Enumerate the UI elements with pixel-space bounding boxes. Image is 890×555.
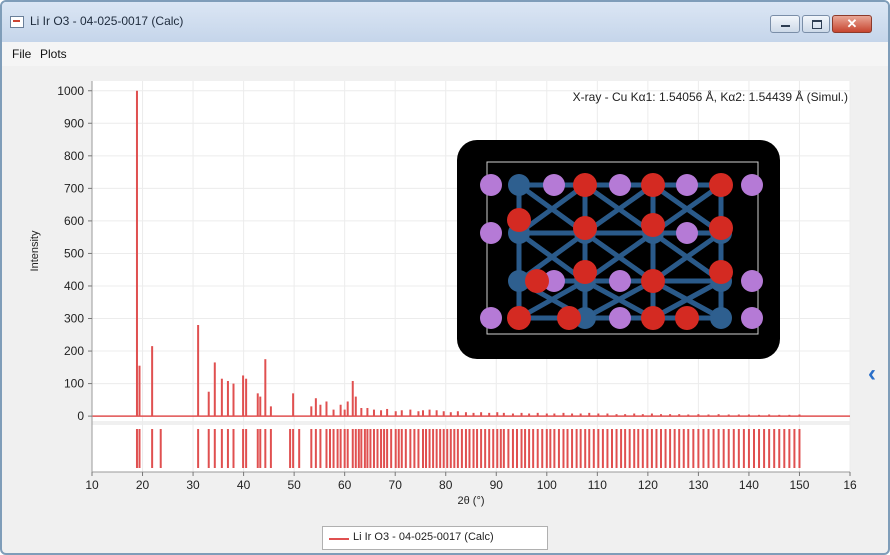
x-tick-label: 140 xyxy=(739,478,759,492)
chevron-left-icon[interactable]: ‹ xyxy=(868,360,876,387)
o-atom xyxy=(507,306,531,330)
li-atom xyxy=(741,270,763,292)
y-tick-label: 400 xyxy=(64,279,84,293)
li-atom xyxy=(609,307,631,329)
window-title: Li Ir O3 - 04-025-0017 (Calc) xyxy=(30,14,184,28)
y-tick-label: 600 xyxy=(64,214,84,228)
x-tick-label: 20 xyxy=(136,478,150,492)
y-axis-label: Intensity xyxy=(29,230,41,271)
ir-atom xyxy=(508,270,530,292)
radiation-annotation: X-ray - Cu Kα1: 1.54056 Å, Kα2: 1.54439 … xyxy=(573,89,848,104)
x-tick-label: 70 xyxy=(389,478,403,492)
maximize-button[interactable] xyxy=(802,15,830,33)
li-atom xyxy=(480,307,502,329)
o-atom xyxy=(709,260,733,284)
o-atom xyxy=(641,173,665,197)
y-tick-label: 200 xyxy=(64,344,84,358)
y-tick-label: 0 xyxy=(77,409,84,423)
o-atom xyxy=(641,306,665,330)
li-atom xyxy=(741,307,763,329)
x-tick-label: 60 xyxy=(338,478,352,492)
li-atom xyxy=(741,174,763,196)
o-atom xyxy=(557,306,581,330)
y-tick-label: 900 xyxy=(64,116,84,130)
y-tick-label: 100 xyxy=(64,377,84,391)
ir-atom xyxy=(710,307,732,329)
li-atom xyxy=(676,174,698,196)
o-atom xyxy=(525,269,549,293)
y-tick-label: 800 xyxy=(64,149,84,163)
x-tick-label: 16 xyxy=(843,478,857,492)
x-tick-label: 80 xyxy=(439,478,453,492)
x-tick-label: 100 xyxy=(537,478,557,492)
o-atom xyxy=(573,260,597,284)
app-icon xyxy=(10,16,24,28)
crystal-bond xyxy=(650,278,724,321)
li-atom xyxy=(543,174,565,196)
x-tick-label: 110 xyxy=(588,478,607,492)
crystal-bond xyxy=(516,278,588,321)
x-tick-label: 30 xyxy=(186,478,200,492)
y-tick-label: 700 xyxy=(64,181,84,195)
x-tick-label: 150 xyxy=(789,478,809,492)
x-tick-label: 130 xyxy=(688,478,708,492)
menu-bar: File Plots xyxy=(2,42,888,66)
close-button[interactable]: ✕ xyxy=(832,15,872,33)
x-tick-label: 90 xyxy=(490,478,504,492)
legend-label: Li Ir O3 - 04-025-0017 (Calc) xyxy=(353,531,494,543)
minimize-button[interactable] xyxy=(770,15,800,33)
maximize-icon xyxy=(812,20,822,29)
x-axis-label: 2θ (°) xyxy=(457,495,484,507)
crystal-bond xyxy=(582,278,656,321)
li-atom xyxy=(480,222,502,244)
menu-file[interactable]: File xyxy=(12,47,32,61)
x-tick-label: 40 xyxy=(237,478,251,492)
li-atom xyxy=(609,174,631,196)
o-atom xyxy=(573,173,597,197)
ir-atom xyxy=(508,174,530,196)
o-atom xyxy=(573,216,597,240)
o-atom xyxy=(507,208,531,232)
o-atom xyxy=(641,213,665,237)
o-atom xyxy=(709,216,733,240)
crystal-structure-image xyxy=(457,140,780,359)
x-tick-label: 120 xyxy=(638,478,658,492)
li-atom xyxy=(676,222,698,244)
x-tick-label: 50 xyxy=(287,478,301,492)
legend-swatch xyxy=(329,538,349,540)
y-tick-label: 300 xyxy=(64,312,84,326)
li-atom xyxy=(543,270,565,292)
o-atom xyxy=(641,269,665,293)
minimize-icon xyxy=(781,25,790,27)
crystal-bond xyxy=(650,230,724,284)
title-bar[interactable]: Li Ir O3 - 04-025-0017 (Calc) ✕ xyxy=(2,2,888,42)
close-icon: ✕ xyxy=(846,16,858,31)
legend[interactable]: Li Ir O3 - 04-025-0017 (Calc) xyxy=(322,526,548,550)
o-atom xyxy=(709,173,733,197)
li-atom xyxy=(609,270,631,292)
menu-plots[interactable]: Plots xyxy=(40,47,67,61)
reflection-strip-area xyxy=(92,425,850,472)
li-atom xyxy=(480,174,502,196)
x-tick-label: 10 xyxy=(85,478,99,492)
y-tick-label: 1000 xyxy=(57,84,84,98)
o-atom xyxy=(675,306,699,330)
y-tick-label: 500 xyxy=(64,246,84,260)
crystal-bond xyxy=(516,182,588,236)
